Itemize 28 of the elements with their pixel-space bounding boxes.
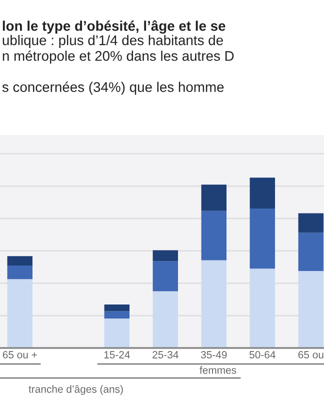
x-axis-title: tranche d’âges (ans) <box>28 385 123 395</box>
bar <box>298 232 324 271</box>
bar <box>298 213 324 233</box>
x-tick-label: 15-24 <box>104 351 130 358</box>
x-tick-label: 65 ou + <box>2 351 37 358</box>
bar <box>201 184 227 211</box>
bar <box>250 178 276 208</box>
bar <box>104 311 130 319</box>
bar <box>298 270 324 348</box>
text: ublique : plus d’1/4 des habitants de n métropole et 20% dans les autres D s concernées (34%) que les homme <box>2 35 234 95</box>
bar <box>201 210 227 260</box>
x-tick-label: 35-49 <box>200 351 227 358</box>
bar <box>152 250 178 262</box>
bar <box>7 266 32 280</box>
chart-title: lon le type d’obésité, l’âge et le se <box>2 20 226 34</box>
text: femmes <box>200 366 236 374</box>
bar <box>104 304 130 312</box>
bar <box>7 256 32 266</box>
bar <box>104 318 130 348</box>
bar <box>250 268 276 348</box>
bar <box>152 261 178 292</box>
bar <box>152 291 178 348</box>
x-tick-label: 25-34 <box>152 351 178 358</box>
bar <box>201 260 227 348</box>
bar <box>7 279 32 348</box>
bar <box>250 208 276 269</box>
x-tick-label: 65 ou <box>298 351 324 358</box>
x-tick-label: 50-64 <box>250 351 276 358</box>
